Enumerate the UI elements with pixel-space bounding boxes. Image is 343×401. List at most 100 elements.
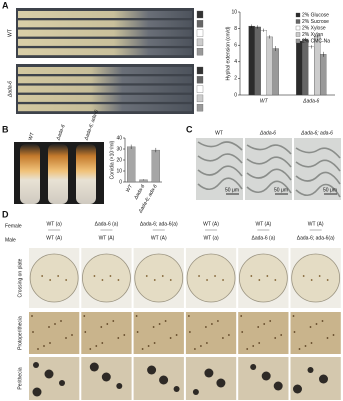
colony [49, 279, 52, 281]
colony [169, 279, 172, 281]
race-tube [18, 76, 192, 84]
race-tube [18, 48, 192, 56]
legend-swatch [295, 38, 301, 44]
male-strain: WT (a) [203, 235, 219, 241]
race-tube [18, 104, 192, 112]
perithecium [44, 369, 54, 379]
protoperithecium [100, 326, 103, 328]
swatch [196, 48, 204, 56]
colony [250, 275, 253, 277]
tube-label: WT [7, 29, 13, 37]
y-tick-label: 4 [234, 59, 237, 65]
legend-label: 2% Xylan [302, 32, 323, 38]
plate [29, 253, 79, 303]
perithecium [59, 380, 65, 386]
female-strain: WT (A) [203, 221, 219, 227]
protoperithecium [315, 323, 318, 325]
perithecium [33, 362, 39, 368]
protoperithecium [32, 331, 34, 333]
plate [291, 253, 341, 303]
colony [266, 275, 269, 277]
swatch [196, 104, 204, 112]
row-label: Perithecia [17, 367, 23, 389]
perithecium [147, 365, 157, 375]
scale-label: 50 μm [274, 187, 288, 193]
protoperithecia-image [81, 312, 132, 354]
legend-swatch [295, 25, 301, 31]
protoperithecium [263, 323, 266, 325]
hypha [197, 141, 243, 151]
scale-label: 50 μm [323, 187, 337, 193]
swatch [196, 38, 204, 47]
row-label: Protoperithecia [17, 316, 23, 350]
colony [214, 275, 216, 277]
colony [302, 275, 305, 277]
hypha [246, 144, 292, 155]
perithecium [307, 367, 314, 373]
race-tube [18, 94, 192, 102]
male-strain: Δada-6; ada-6(a) [297, 235, 335, 241]
protoperithecium [175, 334, 178, 336]
protoperithecium [189, 331, 191, 333]
panel-label: C [186, 124, 193, 134]
y-tick-label: 2 [234, 76, 237, 82]
colony [145, 275, 148, 277]
male-strain: WT (A) [46, 235, 62, 241]
bar [308, 46, 315, 96]
protoperithecium [135, 315, 138, 317]
male-strain: WT (A) [99, 235, 115, 241]
protoperithecium [298, 348, 301, 350]
y-tick-label: 6 [234, 43, 237, 49]
colony [198, 275, 200, 277]
perithecium [101, 372, 111, 382]
protoperithecium [84, 331, 87, 333]
male-label: Male [5, 237, 16, 243]
swatch [196, 76, 204, 84]
x-tick-label: WT [260, 98, 269, 104]
hypha [197, 165, 243, 177]
bar [314, 35, 321, 96]
perithecium [250, 364, 257, 370]
plate [238, 253, 288, 303]
swatch [196, 66, 204, 75]
bar [248, 25, 255, 96]
bar [272, 48, 279, 96]
protoperithecium [321, 320, 324, 322]
protoperithecium [258, 342, 261, 344]
scale-label: 50 μm [225, 187, 239, 193]
protoperithecium [31, 315, 33, 317]
legend-label: 2% Sucrose [302, 19, 329, 25]
y-axis-label: Conidia (×10⁷/ml) [109, 140, 115, 179]
hypha [197, 177, 243, 191]
colony [41, 275, 44, 277]
culture-tube [48, 144, 68, 204]
hypha [246, 156, 292, 168]
protoperithecium [280, 334, 283, 336]
colony [153, 279, 156, 281]
protoperithecium [152, 326, 155, 328]
colony [258, 279, 261, 281]
protoperithecium [65, 337, 67, 339]
bar [127, 146, 136, 183]
hypha [295, 147, 341, 159]
protoperithecia-image [29, 312, 80, 354]
culture-tube [76, 144, 96, 204]
perithecium [293, 384, 302, 394]
plate [186, 253, 236, 303]
protoperithecium [194, 348, 196, 350]
x-tick-label: Δada-6 [302, 98, 319, 104]
protoperithecium [101, 342, 104, 344]
y-tick-label: 40 [116, 135, 122, 141]
race-tube [18, 29, 192, 37]
legend-label: 2% CMC-Na [302, 38, 330, 44]
swatch [196, 29, 204, 37]
legend-swatch [295, 19, 301, 24]
race-tube [18, 67, 192, 74]
protoperithecium [37, 348, 39, 350]
y-tick-label: 10 [231, 9, 237, 15]
bar [151, 149, 160, 183]
protoperithecium [332, 334, 335, 336]
tube-label: WT [27, 132, 35, 141]
protoperithecium [269, 320, 272, 322]
